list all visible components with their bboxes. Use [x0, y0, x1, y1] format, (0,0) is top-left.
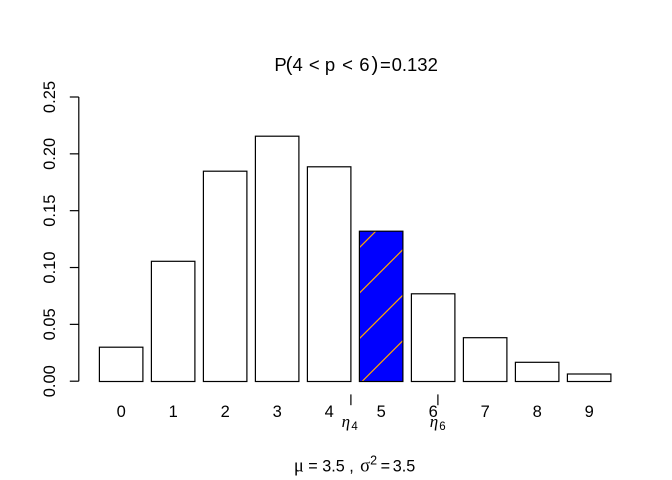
svg-text:0.15: 0.15 [41, 195, 59, 227]
svg-text:4: 4 [351, 421, 358, 433]
svg-text:1: 1 [169, 403, 178, 421]
svg-text:6: 6 [429, 403, 438, 421]
svg-text:η: η [430, 412, 438, 431]
svg-text:0.05: 0.05 [41, 308, 59, 340]
svg-text:μ = 3.5 ,σ2 =3.5: μ = 3.5 , σ2 = 3.5 [294, 453, 415, 476]
svg-text:5: 5 [377, 403, 386, 421]
svg-text:4: 4 [325, 403, 334, 421]
svg-text:3: 3 [273, 403, 282, 421]
svg-text:P(4 < p < 6)=0.132: P(4 < p < 6)=0.132 [274, 53, 437, 76]
svg-text:η: η [342, 412, 350, 431]
svg-text:9: 9 [585, 403, 594, 421]
svg-text:0.25: 0.25 [41, 81, 59, 113]
svg-text:0.10: 0.10 [41, 251, 59, 283]
svg-text:0: 0 [117, 403, 126, 421]
svg-text:6: 6 [439, 421, 445, 433]
svg-text:2: 2 [221, 403, 230, 421]
svg-text:7: 7 [481, 403, 490, 421]
svg-text:0.00: 0.00 [41, 365, 59, 397]
svg-text:8: 8 [533, 403, 542, 421]
svg-text:0.20: 0.20 [41, 138, 59, 170]
